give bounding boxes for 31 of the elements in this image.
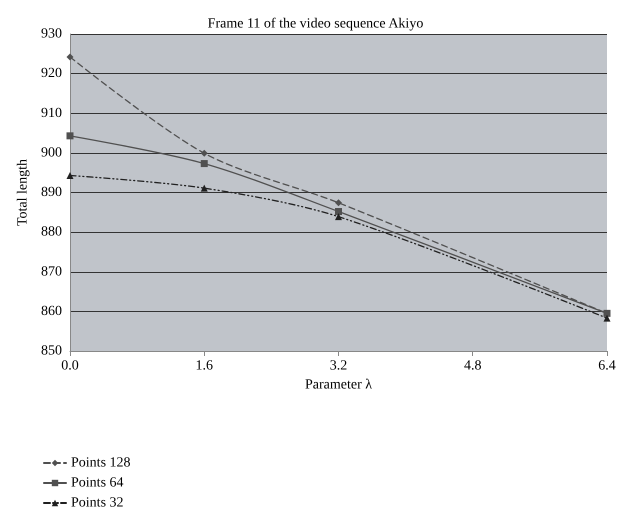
point bbox=[335, 199, 342, 206]
y-tick-label: 920 bbox=[41, 66, 62, 82]
point bbox=[604, 314, 610, 322]
y-tick-label: 880 bbox=[41, 224, 62, 240]
y-tick-label: 930 bbox=[41, 26, 62, 42]
y-tick-label: 860 bbox=[41, 304, 62, 319]
point bbox=[66, 53, 74, 60]
point bbox=[335, 213, 342, 220]
x-tick-label: 6.4 bbox=[598, 358, 616, 374]
x-axis-title: Parameter λ bbox=[304, 377, 372, 392]
y-tick-label: 850 bbox=[41, 344, 62, 358]
y-tick-label: 890 bbox=[41, 185, 62, 200]
legend-label: Points 32 bbox=[71, 496, 124, 510]
x-tick-label: 3.2 bbox=[330, 358, 348, 374]
y-tick-label: 900 bbox=[41, 145, 62, 160]
legend-label: Points 128 bbox=[71, 456, 131, 470]
y-tick-label: 870 bbox=[41, 264, 62, 280]
point bbox=[66, 172, 74, 179]
point bbox=[604, 310, 610, 317]
x-tick-label: 4.8 bbox=[464, 358, 482, 374]
y-tick-label: 910 bbox=[41, 106, 62, 121]
point bbox=[200, 160, 208, 168]
point bbox=[66, 132, 74, 140]
point bbox=[200, 150, 208, 157]
x-tick-label: 1.6 bbox=[196, 358, 213, 374]
x-tick-label: 0.0 bbox=[61, 358, 79, 374]
point bbox=[335, 208, 342, 216]
chart-title: Frame 11 of the video sequence Akiyo bbox=[208, 16, 424, 32]
point bbox=[200, 184, 208, 192]
y-axis-title: Total length bbox=[16, 158, 30, 226]
legend-label: Points 64 bbox=[71, 476, 124, 490]
